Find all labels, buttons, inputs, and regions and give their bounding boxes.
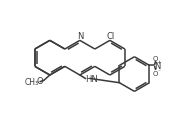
Text: Cl: Cl [106,31,115,40]
Text: ⁻: ⁻ [157,70,160,75]
Text: HN: HN [85,74,98,83]
Text: N: N [154,61,160,70]
Text: O: O [153,70,158,76]
Text: CH₃: CH₃ [24,78,39,87]
Text: O: O [37,76,43,85]
Text: +: + [156,59,161,64]
Text: N: N [77,31,83,40]
Text: O: O [153,56,158,62]
